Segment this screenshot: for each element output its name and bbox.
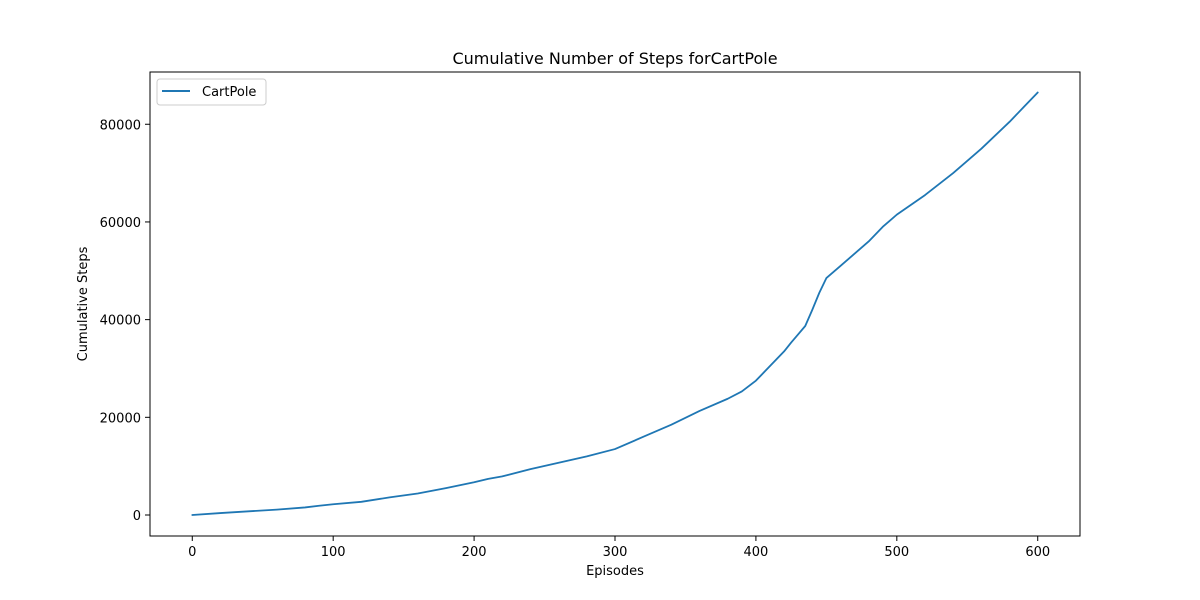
x-axis-label: Episodes (586, 564, 644, 579)
series-line-cartpole (191, 91, 1039, 516)
ticks-layer: 0 100 200 300 400 500 600 0 20000 40000 60000 80000 (100, 118, 1051, 560)
x-tick-label: 400 (743, 545, 768, 560)
x-tick-label: 500 (884, 545, 909, 560)
y-tick-label: 20000 (100, 411, 141, 426)
x-tick-label: 100 (321, 545, 346, 560)
series-layer (191, 91, 1039, 516)
y-axis-label: Cumulative Steps (76, 246, 91, 361)
legend: CartPole (156, 78, 267, 106)
x-tick-label: 200 (462, 545, 487, 560)
legend-label-cartpole: CartPole (202, 85, 256, 100)
y-tick-label: 80000 (100, 118, 141, 133)
plot-frame (149, 71, 1081, 537)
chart-title: Cumulative Number of Steps forCartPole (452, 49, 777, 68)
x-tick-label: 600 (1025, 545, 1050, 560)
x-tick-label: 0 (188, 545, 196, 560)
y-tick-label: 60000 (100, 216, 141, 231)
y-tick-label: 40000 (100, 314, 141, 329)
x-tick-label: 300 (603, 545, 628, 560)
y-tick-label: 0 (133, 509, 141, 524)
legend-box (156, 78, 267, 106)
